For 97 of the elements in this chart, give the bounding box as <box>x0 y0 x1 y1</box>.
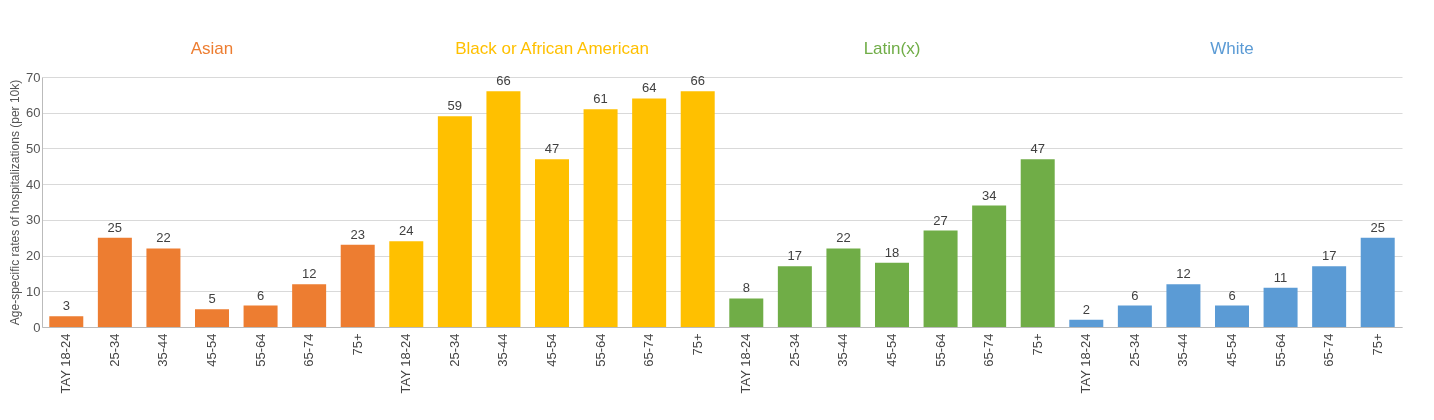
x-tick-label: 55-64 <box>932 333 948 367</box>
bar <box>1360 237 1395 327</box>
y-tick-label: 40 <box>26 176 41 192</box>
x-tick-label: 25-34 <box>1126 333 1142 367</box>
bar <box>875 262 909 327</box>
data-label: 25 <box>107 219 123 235</box>
bar <box>632 98 667 327</box>
y-tick-label: 70 <box>26 69 41 85</box>
data-label: 8 <box>742 280 750 296</box>
bar <box>1166 284 1201 327</box>
data-label: 3 <box>62 298 70 314</box>
bar <box>1020 159 1055 327</box>
bar <box>1263 287 1298 327</box>
data-label: 24 <box>399 223 414 239</box>
data-label: 25 <box>1370 219 1385 235</box>
x-tick-label: 55-64 <box>1272 333 1288 367</box>
y-tick-label: 10 <box>26 283 41 299</box>
x-tick-label: TAY 18-24 <box>58 333 74 394</box>
x-tick-label: 75+ <box>1369 333 1385 356</box>
bar <box>1215 305 1249 327</box>
bar <box>583 109 618 327</box>
x-tick-label: TAY 18-24 <box>1078 333 1094 394</box>
x-tick-label: 45-54 <box>204 333 219 367</box>
data-label: 6 <box>1131 287 1139 303</box>
data-label: 64 <box>641 80 657 96</box>
x-tick-label: 35-44 <box>835 333 851 367</box>
data-label: 18 <box>884 244 900 260</box>
x-tick-label: 65-74 <box>301 333 317 367</box>
data-label: 11 <box>1273 269 1288 285</box>
data-label: 6 <box>1228 287 1236 303</box>
data-label: 22 <box>156 230 171 246</box>
text: Black or African American <box>455 39 649 58</box>
data-label: 66 <box>496 73 511 89</box>
x-tick-label: TAY 18-24 <box>738 333 754 394</box>
bar <box>340 244 375 327</box>
data-label: 47 <box>1030 141 1045 157</box>
data-label: 2 <box>1082 301 1090 317</box>
x-tick-label: TAY 18-24 <box>398 333 414 394</box>
data-label: 12 <box>1176 266 1191 282</box>
y-axis-title: Age-specific rates of hospitalizations (per 10k) <box>8 79 23 326</box>
x-tick-label: 75+ <box>349 333 365 356</box>
x-tick-label: 65-74 <box>981 333 997 367</box>
data-label: 47 <box>544 141 560 157</box>
text: Latin(x) <box>863 39 921 58</box>
y-tick-label: 0 <box>33 319 41 335</box>
data-label: 34 <box>981 187 997 203</box>
data-label: 61 <box>593 91 608 107</box>
data-label: 17 <box>787 248 803 264</box>
bar <box>1069 319 1104 327</box>
x-tick-label: 35-44 <box>495 333 511 367</box>
x-tick-label: 25-34 <box>786 333 802 367</box>
x-tick-label: 55-64 <box>592 333 608 367</box>
bar <box>389 241 424 327</box>
x-tick-label: 45-54 <box>1224 333 1239 367</box>
data-label: 12 <box>301 266 317 282</box>
bar <box>680 91 715 327</box>
y-tick-label: 50 <box>26 140 41 156</box>
bar <box>146 248 181 327</box>
data-label: 22 <box>836 230 851 246</box>
data-label: 27 <box>933 212 948 228</box>
bar <box>97 237 132 327</box>
x-tick-label: 35-44 <box>1175 333 1191 367</box>
x-tick-label: 25-34 <box>446 333 462 367</box>
data-label: 59 <box>447 98 463 114</box>
x-tick-label: 35-44 <box>155 333 171 367</box>
bar <box>49 316 84 327</box>
text: White <box>1210 39 1254 58</box>
bar <box>535 159 569 327</box>
bar <box>972 205 1007 327</box>
bar <box>1312 266 1347 327</box>
x-tick-label: 45-54 <box>884 333 899 367</box>
bar <box>1117 305 1152 327</box>
text: Asian <box>190 39 234 58</box>
data-label: 66 <box>690 73 705 89</box>
x-tick-label: 55-64 <box>252 333 268 367</box>
y-tick-label: 60 <box>26 105 41 121</box>
bar <box>729 298 764 327</box>
x-tick-label: 65-74 <box>1321 333 1337 367</box>
x-tick-label: 75+ <box>1029 333 1045 356</box>
bar <box>923 230 958 327</box>
bar <box>292 284 327 327</box>
data-label: 23 <box>350 226 365 242</box>
data-label: 17 <box>1321 248 1337 264</box>
x-tick-label: 25-34 <box>106 333 122 367</box>
bar <box>777 266 812 327</box>
data-label: 6 <box>256 287 265 303</box>
x-tick-label: 75+ <box>689 333 705 356</box>
x-tick-label: 45-54 <box>544 333 559 367</box>
bar <box>243 305 278 327</box>
x-tick-label: 65-74 <box>641 333 657 367</box>
bar <box>486 91 521 327</box>
y-tick-label: 30 <box>26 212 41 228</box>
data-label: 5 <box>208 291 216 307</box>
bar <box>195 309 229 327</box>
bar <box>826 248 861 327</box>
y-tick-label: 20 <box>26 248 41 264</box>
bar <box>437 116 472 327</box>
